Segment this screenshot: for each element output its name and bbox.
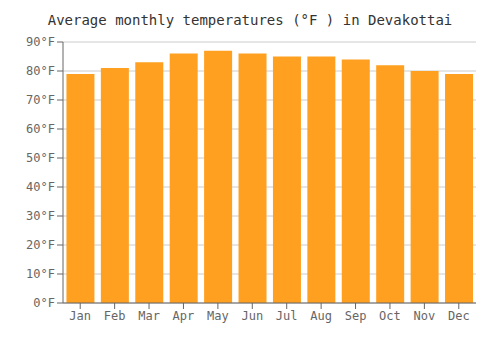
svg-text:Jan: Jan [69,309,91,323]
svg-text:Aug: Aug [310,309,332,323]
svg-text:Sep: Sep [345,309,367,323]
svg-text:Apr: Apr [173,309,195,323]
svg-text:Oct: Oct [379,309,401,323]
svg-text:Jun: Jun [241,309,263,323]
html-text:Average monthly temperatures (: Average monthly temperatures (°F ) in De… [47,12,453,28]
svg-text:Feb: Feb [104,309,126,323]
svg-text:40°F: 40°F [26,180,55,194]
svg-text:90°F: 90°F [26,35,55,49]
svg-text:0°F: 0°F [33,296,55,310]
svg-text:Nov: Nov [414,309,436,323]
svg-text:Dec: Dec [448,309,470,323]
svg-text:Mar: Mar [138,309,160,323]
svg-text:30°F: 30°F [26,209,55,223]
svg-text:20°F: 20°F [26,238,55,252]
svg-text:80°F: 80°F [26,64,55,78]
svg-text:May: May [207,309,229,323]
svg-text:70°F: 70°F [26,93,55,107]
svg-text:60°F: 60°F [26,122,55,136]
svg-text:10°F: 10°F [26,267,55,281]
svg-text:Jul: Jul [276,309,298,323]
svg-text:50°F: 50°F [26,151,55,165]
